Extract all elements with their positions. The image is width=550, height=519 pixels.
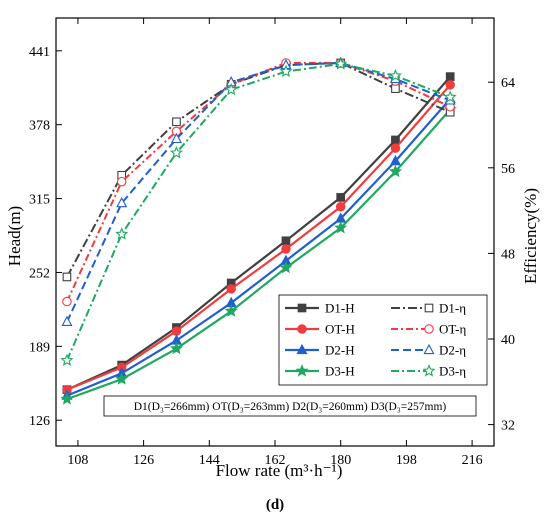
- efficiency-point-2: [61, 315, 73, 327]
- x-tick-label: 108: [67, 453, 88, 468]
- efficiency-point-1: [116, 176, 127, 187]
- y-left-tick-label: 378: [29, 119, 50, 134]
- x-tick-label: 144: [199, 453, 220, 468]
- legend-marker-efficiency-1: [424, 324, 434, 334]
- axes-layer: 108 126 144 162 180 198 216 126 189 252 315 378 441 3…: [29, 17, 515, 468]
- y-left-tick-label: 252: [29, 266, 50, 281]
- efficiency-point-1: [62, 296, 72, 307]
- efficiency-point-3: [169, 145, 183, 159]
- legend-label-efficiency-3: D3-η: [439, 364, 466, 379]
- annotation-box: [103, 395, 477, 417]
- y-axis-left-title: Head(m): [5, 206, 24, 266]
- annotation-text: D1(D₃=266mm) OT(D₃=263mm) D2(D₃=260mm) D…: [134, 401, 447, 413]
- head-line-2: [66, 98, 452, 397]
- efficiency-point-3: [60, 353, 74, 366]
- head-point-0: [445, 72, 455, 81]
- x-tick-label: 216: [462, 453, 483, 468]
- head-point-0: [336, 193, 346, 202]
- legend-marker-head-0: [297, 303, 307, 313]
- efficiency-line-2: [66, 61, 451, 323]
- legend-label-head-1: OT-H: [325, 322, 355, 337]
- head-point-1: [445, 80, 455, 90]
- y-left-tick-label: 189: [29, 340, 50, 355]
- legend-label-efficiency-2: D2-η: [439, 343, 466, 358]
- efficiency-line-1: [66, 61, 451, 302]
- efficiency-point-3: [224, 82, 238, 96]
- efficiency-point-3: [334, 57, 348, 70]
- x-tick-label: 126: [133, 453, 154, 468]
- head-point-0: [281, 236, 291, 246]
- head-point-3: [224, 304, 238, 317]
- head-line-0: [66, 75, 452, 391]
- head-point-1: [335, 202, 346, 212]
- x-tick-label: 162: [265, 453, 286, 468]
- x-tick-label: 198: [396, 453, 417, 468]
- legend-marker-head-3: [295, 364, 309, 377]
- efficiency-point-3: [115, 227, 129, 240]
- head-point-1: [281, 244, 291, 254]
- head-point-3: [60, 392, 74, 405]
- efficiency-line-3: [66, 62, 451, 361]
- efficiency-point-0: [172, 117, 181, 127]
- head-point-3: [388, 164, 402, 178]
- legend: D1-H OT-H D2-H D3-H D1-η OT-η D2-η D3-η: [278, 294, 488, 386]
- efficiency-point-2: [116, 196, 128, 208]
- y-right-tick-label: 40: [501, 333, 515, 348]
- head-line-3: [66, 108, 452, 401]
- efficiency-point-0: [62, 272, 72, 282]
- head-point-3: [279, 260, 293, 274]
- legend-marker-efficiency-0: [424, 303, 434, 313]
- y-right-tick-label: 48: [501, 247, 515, 262]
- head-point-3: [115, 372, 129, 385]
- x-axis-title: Flow rate (m³·h⁻¹): [216, 461, 343, 480]
- legend-marker-head-2: [296, 343, 308, 355]
- legend-label-efficiency-1: OT-η: [439, 322, 466, 337]
- y-left-tick-label: 441: [29, 45, 50, 60]
- legend-label-head-0: D1-H: [325, 301, 355, 316]
- y-right-tick-label: 64: [501, 76, 515, 91]
- y-right-tick-label: 32: [501, 419, 515, 434]
- head-point-1: [390, 143, 401, 153]
- y-left-tick-label: 126: [29, 414, 50, 429]
- head-point-3: [334, 221, 348, 234]
- legend-marker-head-1: [297, 324, 307, 334]
- legend-marker-efficiency-3: [422, 364, 436, 377]
- efficiency-point-2: [170, 132, 182, 144]
- head-point-1: [226, 284, 236, 294]
- efficiency-point-3: [279, 64, 293, 78]
- efficiency-point-0: [391, 84, 400, 93]
- head-point-0: [391, 135, 400, 145]
- legend-label-efficiency-0: D1-η: [439, 301, 466, 316]
- efficiency-point-3: [388, 68, 402, 82]
- x-tick-label: 180: [330, 453, 351, 468]
- legend-label-head-3: D3-H: [325, 364, 355, 379]
- y-axis-right-title: Efficiency(%): [521, 188, 540, 284]
- legend-marker-efficiency-2: [423, 343, 435, 355]
- head-line-1: [66, 84, 452, 391]
- efficiency-line-0: [66, 61, 451, 278]
- head-point-1: [171, 326, 182, 336]
- panel-label: (d): [266, 497, 284, 513]
- head-point-2: [389, 154, 401, 166]
- plot-layer: [60, 56, 457, 405]
- efficiency-point-3: [443, 90, 457, 103]
- head-point-3: [169, 341, 183, 355]
- y-right-tick-label: 56: [501, 162, 515, 177]
- y-left-tick-label: 315: [29, 193, 50, 208]
- legend-label-head-2: D2-H: [325, 343, 355, 358]
